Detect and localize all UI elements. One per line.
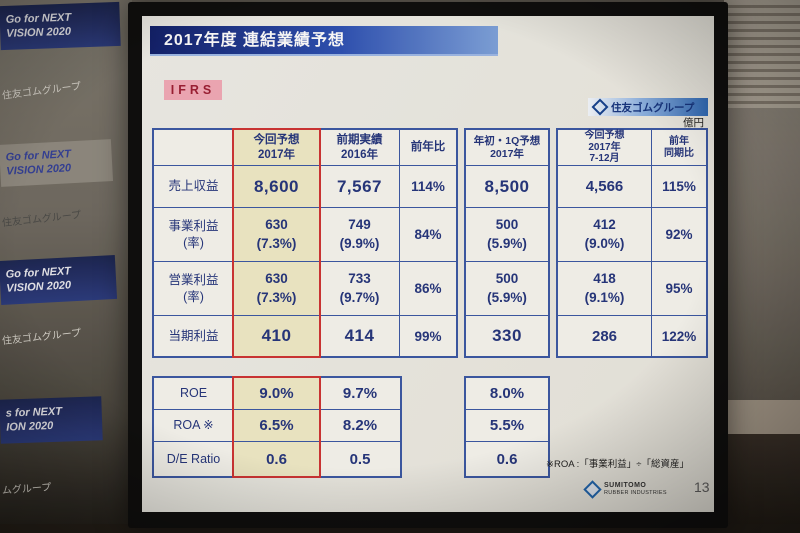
table-cell: 330 [492,326,522,345]
right-wall [724,108,800,400]
table-cell: 4,566 [558,166,652,208]
page-number: 13 [694,479,710,495]
table-cell: 0.6 [496,450,518,468]
corner-cell [154,130,234,166]
table-cell: 412 (9.0%) [558,208,652,262]
ifrs-badge: IFRS [164,80,222,100]
header-half-forecast: 今回予想 2017年 7-12月 [558,130,652,166]
table-cell: 630 (7.3%) [234,208,320,262]
table-cell: 84% [400,208,456,262]
second-half-table: 今回予想 2017年 7-12月 前年 同期比 4,566 115% 412 (… [556,128,708,358]
backdrop-text: 住友ゴムグループ [1,327,82,348]
sumitomo-igeta-icon [591,98,609,116]
sumitomo-rubber-logo-icon [583,480,602,499]
header-half-yoy: 前年 同期比 [652,130,706,166]
window-sill [724,400,800,434]
window-blinds [724,0,800,108]
table-cell: 500 (5.9%) [466,262,548,316]
table-cell: 86% [400,262,456,316]
table-cell: 286 [558,316,652,356]
ratio-table: ROE 9.0% 9.7% ROA ※ 6.5% 8.2% D/E Ratio … [152,376,402,478]
header-previous-actual: 前期実績 2016年 [320,130,400,166]
floor-shadow [0,524,800,533]
table-cell: 6.5% [234,410,320,442]
ratio-initial-table: 8.0% 5.5% 0.6 [464,376,550,478]
backdrop-text: ムグループ [1,482,52,497]
table-cell: 99% [414,328,442,344]
table-cell: 5.5% [466,410,548,442]
right-wall-shadow [724,434,800,533]
table-cell: 9.0% [234,378,320,410]
company-logo: SUMITOMO RUBBER INDUSTRIES [583,480,667,499]
table-cell: 95% [652,262,706,316]
roa-footnote: ※ROA :「事業利益」÷「総資産」 [546,459,690,470]
backdrop-text: 住友ゴムグループ [1,81,82,102]
logo-line2: RUBBER INDUSTRIES [604,490,667,497]
backdrop-wall: Go for NEXT VISION 2020 住友ゴムグループ Go for … [0,0,132,533]
header-initial-forecast: 年初・1Q予想 2017年 [466,130,548,166]
backdrop-text: Go for NEXT VISION 2020 [0,1,121,50]
backdrop-text: 住友ゴムグループ [1,209,82,230]
row-label-roa: ROA ※ [154,410,234,442]
table-cell: 8.2% [320,410,400,442]
row-label-roe: ROE [154,378,234,410]
table-cell: 410 [234,316,320,356]
backdrop-text: Go for NEXT VISION 2020 [0,254,118,305]
brand-label: 住友ゴムグループ [611,101,695,114]
row-label-net-profit: 当期利益 [154,316,234,356]
table-cell: 114% [400,166,456,208]
brand-bar: 住友ゴムグループ [588,98,708,116]
initial-forecast-table: 年初・1Q予想 2017年 8,500 500 (5.9%) 500 (5.9%… [464,128,550,358]
projector-screen: 2017年度 連結業績予想 IFRS 住友ゴムグループ 億円 今回予想 2017… [128,2,728,528]
header-yoy: 前年比 [400,130,456,166]
unit-label: 億円 [683,117,704,129]
logo-text: SUMITOMO RUBBER INDUSTRIES [604,482,667,497]
table-cell: 0.6 [234,442,320,476]
logo-line1: SUMITOMO [604,482,647,489]
table-cell: 8,600 [234,166,320,208]
table-cell: 418 (9.1%) [558,262,652,316]
table-cell: 9.7% [320,378,400,410]
slide: 2017年度 連結業績予想 IFRS 住友ゴムグループ 億円 今回予想 2017… [142,16,714,512]
main-results-table: 今回予想 2017年 前期実績 2016年 前年比 売上収益 8,600 7,5… [152,128,458,358]
row-label-operating-profit: 営業利益 (率) [154,262,234,316]
table-cell: 414 [320,316,400,356]
table-cell: 8.0% [466,378,548,410]
table-cell: 749 (9.9%) [320,208,400,262]
table-cell: 630 (7.3%) [234,262,320,316]
table-cell: 8,500 [466,166,548,208]
row-label-de-ratio: D/E Ratio [154,442,234,476]
table-cell: 7,567 [320,166,400,208]
table-cell: 115% [652,166,706,208]
slide-title: 2017年度 連結業績予想 [150,26,498,56]
row-label-business-profit: 事業利益 (率) [154,208,234,262]
table-cell: 122% [661,328,697,344]
backdrop-text: Go for NEXT VISION 2020 [0,139,114,187]
table-cell: 733 (9.7%) [320,262,400,316]
table-cell: 500 (5.9%) [466,208,548,262]
backdrop-text: s for NEXT ION 2020 [0,396,103,444]
table-cell: 0.5 [349,450,371,468]
table-cell: 92% [652,208,706,262]
header-current-forecast: 今回予想 2017年 [234,130,320,166]
row-label-sales-revenue: 売上収益 [154,166,234,208]
